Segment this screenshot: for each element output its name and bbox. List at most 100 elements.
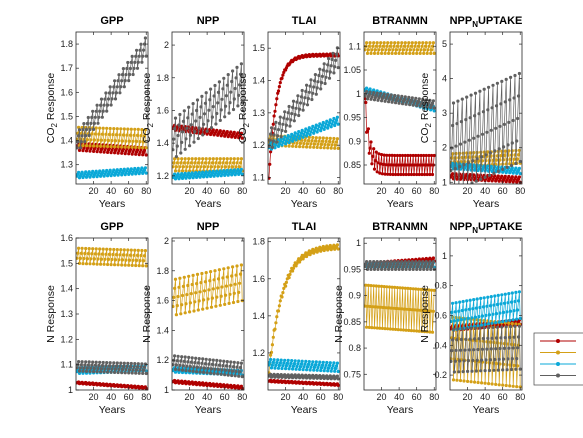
data-point (465, 95, 469, 99)
data-point (397, 267, 401, 271)
data-point (99, 370, 103, 374)
data-point (383, 51, 387, 56)
data-point (496, 174, 500, 178)
series-group (268, 243, 340, 387)
data-point (142, 368, 146, 372)
data-point (273, 109, 277, 113)
data-point (403, 286, 407, 290)
data-point (382, 92, 386, 96)
data-point (131, 368, 135, 372)
data-point (83, 363, 87, 367)
data-point (183, 171, 187, 175)
data-point (172, 304, 175, 309)
data-point (318, 360, 322, 364)
data-point (494, 158, 499, 162)
data-point (334, 140, 339, 144)
data-point (403, 260, 407, 264)
data-point (238, 281, 242, 285)
data-point (403, 153, 407, 158)
data-point (511, 318, 515, 322)
data-point (505, 310, 509, 314)
panel-title: NPPNUPTAKE (450, 15, 523, 29)
data-point (459, 337, 463, 342)
data-point (489, 164, 493, 168)
data-point (450, 359, 453, 363)
data-point (173, 157, 177, 161)
data-point (94, 126, 98, 130)
data-point (462, 163, 466, 167)
data-point (293, 359, 297, 363)
data-point (124, 139, 128, 143)
panel-title: GPP (100, 221, 123, 233)
data-point (140, 60, 144, 64)
data-point (220, 165, 224, 169)
data-point (502, 357, 506, 361)
y-axis-label: CO2 Response (237, 73, 251, 144)
data-point (393, 285, 397, 289)
data-point (381, 262, 385, 266)
data-point (319, 87, 323, 91)
data-point (194, 157, 198, 161)
data-point (405, 265, 409, 269)
data-point (133, 166, 137, 171)
data-point (174, 313, 178, 317)
data-point (369, 267, 373, 271)
data-point (208, 170, 212, 174)
y-tick-label: 4 (442, 74, 447, 84)
data-point (124, 258, 128, 262)
data-point (487, 173, 492, 177)
data-point (279, 358, 283, 362)
data-point (231, 265, 235, 269)
data-point (373, 265, 377, 269)
data-point (432, 109, 436, 113)
data-point (333, 369, 337, 373)
data-point (334, 364, 339, 368)
data-point (106, 144, 110, 149)
data-point (475, 157, 479, 161)
axes-box (363, 237, 437, 391)
data-point (118, 91, 122, 95)
series-line-4 (450, 73, 521, 184)
data-point (206, 165, 210, 169)
panel-9: 20 40 60 800.750.80.850.90.951BTRANMNYearsN… (333, 221, 439, 416)
data-point (96, 121, 100, 125)
axes-box (171, 237, 245, 391)
y-tick-label: 1.4 (156, 325, 169, 335)
data-point (290, 132, 294, 136)
data-point (87, 247, 91, 251)
data-point (412, 329, 416, 333)
data-point (274, 321, 278, 325)
data-point (215, 169, 219, 173)
data-point (373, 48, 377, 52)
data-point (427, 262, 431, 266)
data-point (100, 364, 104, 368)
data-point (385, 262, 389, 266)
data-point (386, 260, 390, 264)
data-point (383, 267, 387, 271)
data-point (117, 258, 121, 262)
data-point (474, 369, 478, 373)
data-point (206, 119, 210, 123)
data-point (222, 169, 226, 173)
data-point (326, 63, 330, 67)
data-point (431, 260, 435, 264)
data-point (393, 41, 397, 45)
data-point (87, 360, 91, 364)
data-point (412, 48, 416, 52)
data-point (84, 360, 88, 364)
data-point (372, 326, 377, 330)
data-point (100, 115, 104, 119)
data-point (133, 248, 137, 252)
data-point (106, 97, 111, 101)
data-point (467, 348, 471, 352)
data-point (209, 126, 214, 130)
data-point (207, 288, 211, 292)
x-tick-label: 80 (141, 186, 151, 196)
data-point (510, 141, 514, 145)
data-point (83, 140, 87, 144)
data-point (427, 44, 431, 48)
data-point (116, 79, 120, 83)
x-axis-label: Years (291, 404, 317, 416)
data-point (305, 368, 309, 372)
